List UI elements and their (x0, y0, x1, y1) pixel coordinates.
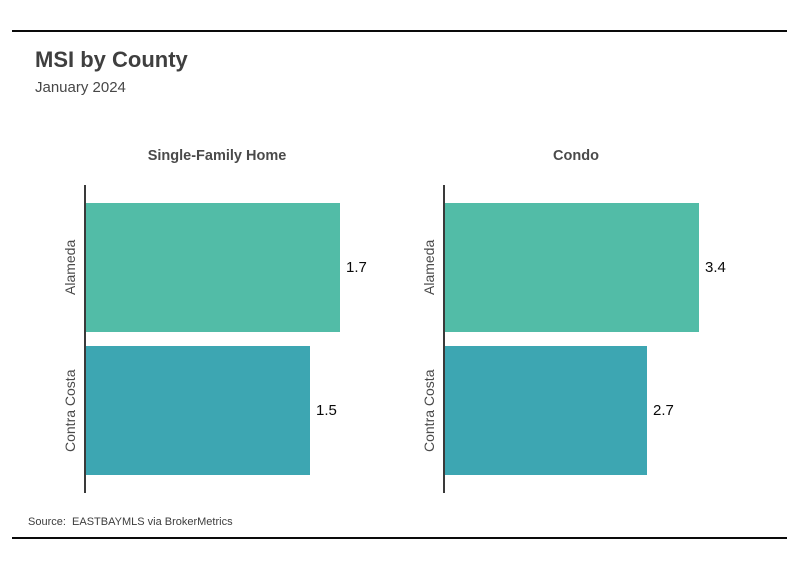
bar-alameda-sfh (86, 203, 340, 332)
bar-alameda-condo (445, 203, 699, 332)
bar-row: 3.4 (445, 203, 726, 332)
plot-area-condo: 3.4 2.7 (443, 185, 726, 493)
facet-title-condo: Condo (553, 148, 599, 164)
bar-row: 1.5 (86, 346, 337, 475)
facet-condo: Condo Alameda Contra Costa 3.4 2.7 (415, 145, 726, 495)
bottom-rule (12, 537, 787, 539)
bar-row: 1.7 (86, 203, 367, 332)
page-title: MSI by County (35, 47, 188, 72)
bar-contra-costa-condo (445, 346, 647, 475)
bar-value-label: 1.5 (316, 402, 337, 419)
y-axis-label-contra-costa: Contra Costa (421, 369, 437, 452)
bar-value-label: 3.4 (705, 259, 726, 276)
y-axis-label-alameda: Alameda (421, 239, 437, 296)
top-rule (12, 30, 787, 32)
facet-title-single-family-home: Single-Family Home (147, 148, 287, 164)
bar-value-label: 2.7 (653, 402, 674, 419)
bar-value-label: 1.7 (346, 259, 367, 276)
y-axis-label-alameda: Alameda (62, 239, 78, 296)
bar-row: 2.7 (445, 346, 674, 475)
facet-single-family-home: Single-Family Home Alameda Contra Costa … (56, 145, 367, 495)
y-axis-label-contra-costa: Contra Costa (62, 369, 78, 452)
bar-contra-costa-sfh (86, 346, 310, 475)
source-note: Source: EASTBAYMLS via BrokerMetrics (28, 516, 233, 528)
plot-area-single-family-home: 1.7 1.5 (84, 185, 367, 493)
page-subtitle: January 2024 (35, 79, 126, 96)
